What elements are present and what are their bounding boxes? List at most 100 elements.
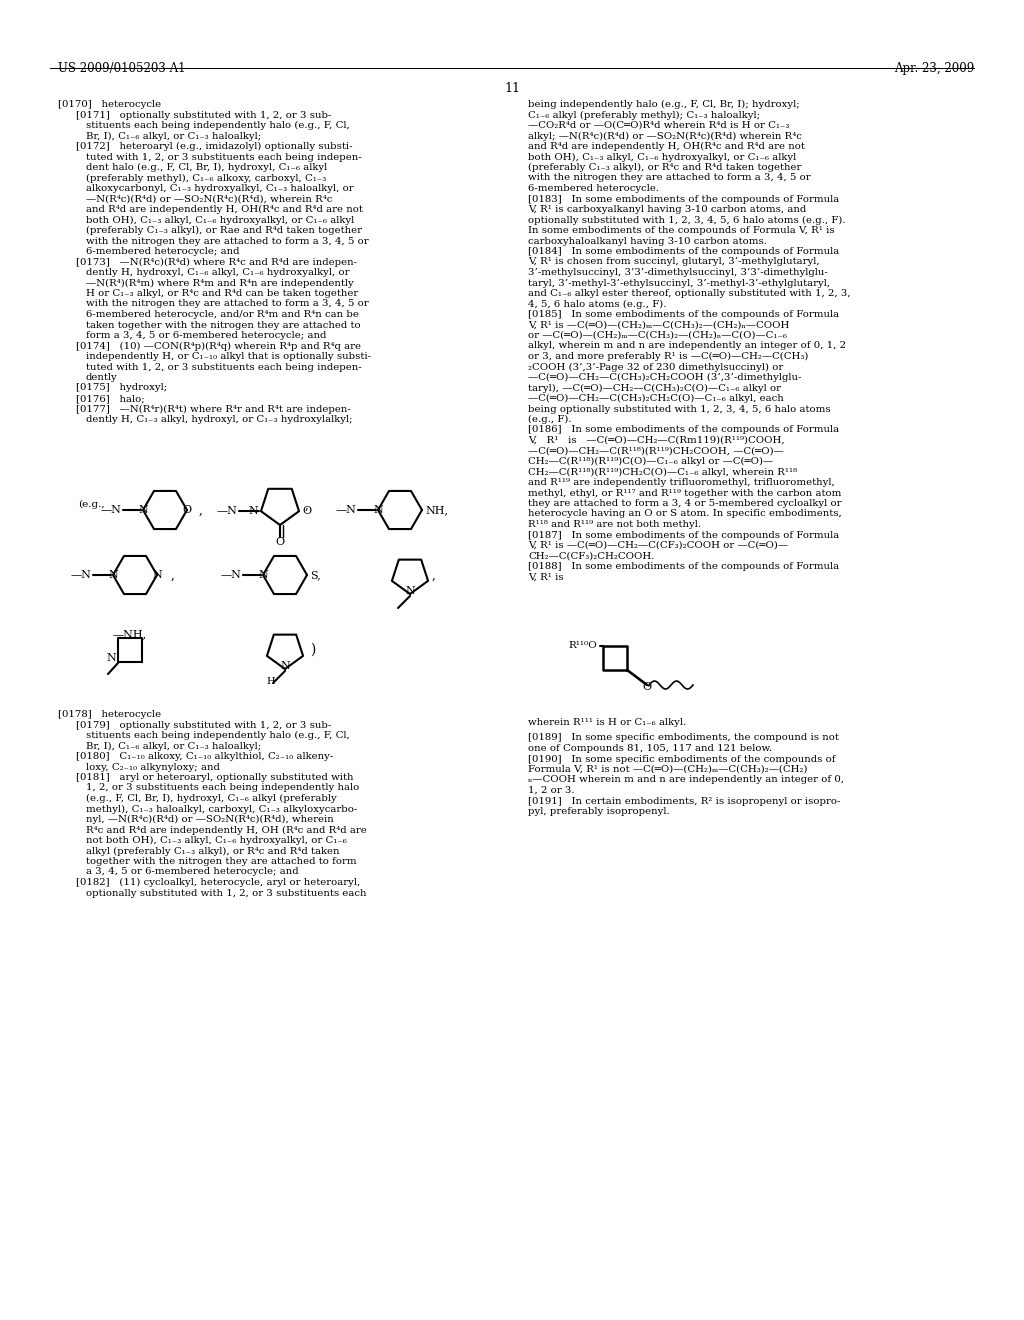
Text: N: N	[248, 506, 258, 516]
Text: O: O	[275, 537, 285, 546]
Text: —N: —N	[335, 506, 356, 515]
Text: —N(R⁴)(R⁴m) where R⁴m and R⁴n are independently: —N(R⁴)(R⁴m) where R⁴m and R⁴n are indepe…	[86, 279, 353, 288]
Text: N: N	[406, 586, 415, 597]
Text: N: N	[138, 506, 147, 515]
Text: R¹¹⁰O: R¹¹⁰O	[568, 642, 597, 651]
Text: independently H, or C₁₋₁₀ alkyl that is optionally substi-: independently H, or C₁₋₁₀ alkyl that is …	[86, 352, 371, 360]
Text: 1, 2, or 3 substituents each being independently halo: 1, 2, or 3 substituents each being indep…	[86, 784, 359, 792]
Text: both OH), C₁₋₃ alkyl, C₁₋₆ hydroxyalkyl, or C₁₋₆ alkyl: both OH), C₁₋₃ alkyl, C₁₋₆ hydroxyalkyl,…	[528, 153, 797, 161]
Text: [0190]   In some specific embodiments of the compounds of: [0190] In some specific embodiments of t…	[528, 755, 836, 763]
Text: [0188]   In some embodiments of the compounds of Formula: [0188] In some embodiments of the compou…	[528, 562, 839, 572]
Text: ,: ,	[432, 569, 436, 582]
Text: (e.g.,: (e.g.,	[78, 500, 104, 510]
Text: [0171]   optionally substituted with 1, 2, or 3 sub-: [0171] optionally substituted with 1, 2,…	[76, 111, 332, 120]
Text: taryl, 3’-methyl-3’-ethylsuccinyl, 3’-methyl-3’-ethylglutaryl,: taryl, 3’-methyl-3’-ethylsuccinyl, 3’-me…	[528, 279, 830, 288]
Text: —N: —N	[220, 570, 241, 579]
Text: [0170]   heterocycle: [0170] heterocycle	[58, 100, 161, 110]
Text: [0177]   —N(R⁴r)(R⁴t) where R⁴r and R⁴t are indepen-: [0177] —N(R⁴r)(R⁴t) where R⁴r and R⁴t ar…	[76, 404, 351, 413]
Text: they are attached to form a 3, 4 or 5-membered cycloalkyl or: they are attached to form a 3, 4 or 5-me…	[528, 499, 842, 508]
Text: tuted with 1, 2, or 3 substituents each being indepen-: tuted with 1, 2, or 3 substituents each …	[86, 153, 361, 161]
Text: (preferably methyl), C₁₋₆ alkoxy, carboxyl, C₁₋₃: (preferably methyl), C₁₋₆ alkoxy, carbox…	[86, 173, 327, 182]
Text: [0184]   In some embodiments of the compounds of Formula: [0184] In some embodiments of the compou…	[528, 247, 840, 256]
Text: dently H, C₁₋₃ alkyl, hydroxyl, or C₁₋₃ hydroxylalkyl;: dently H, C₁₋₃ alkyl, hydroxyl, or C₁₋₃ …	[86, 414, 352, 424]
Text: alkyl (preferably C₁₋₃ alkyl), or R⁴c and R⁴d taken: alkyl (preferably C₁₋₃ alkyl), or R⁴c an…	[86, 846, 340, 855]
Text: S,: S,	[310, 570, 321, 579]
Text: V, R¹ is: V, R¹ is	[528, 573, 563, 582]
Text: CH₂—C(R¹¹⁸)(R¹¹⁹)CH₂C(O)—C₁₋₆ alkyl, wherein R¹¹⁸: CH₂—C(R¹¹⁸)(R¹¹⁹)CH₂C(O)—C₁₋₆ alkyl, whe…	[528, 467, 797, 477]
Text: [0182]   (11) cycloalkyl, heterocycle, aryl or heteroaryl,: [0182] (11) cycloalkyl, heterocycle, ary…	[76, 878, 360, 887]
Text: alkyl, wherein m and n are independently an integer of 0, 1, 2: alkyl, wherein m and n are independently…	[528, 342, 846, 351]
Text: loxy, C₂₋₁₀ alkynyloxy; and: loxy, C₂₋₁₀ alkynyloxy; and	[86, 763, 220, 771]
Text: (preferably C₁₋₃ alkyl), or Rae and R⁴d taken together: (preferably C₁₋₃ alkyl), or Rae and R⁴d …	[86, 226, 362, 235]
Text: US 2009/0105203 A1: US 2009/0105203 A1	[58, 62, 185, 75]
Text: together with the nitrogen they are attached to form: together with the nitrogen they are atta…	[86, 857, 356, 866]
Text: CH₂—C(CF₃)₂CH₂COOH.: CH₂—C(CF₃)₂CH₂COOH.	[528, 552, 654, 561]
Text: NH,: NH,	[425, 506, 449, 515]
Text: —N: —N	[100, 506, 121, 515]
Text: V, R¹ is —C(═O)—(CH₂)ₘ—C(CH₃)₂—(CH₂)ₙ—COOH: V, R¹ is —C(═O)—(CH₂)ₘ—C(CH₃)₂—(CH₂)ₙ—CO…	[528, 321, 790, 330]
Text: [0176]   halo;: [0176] halo;	[76, 393, 144, 403]
Text: taryl), —C(═O)—CH₂—C(CH₃)₂C(O)—C₁₋₆ alkyl or: taryl), —C(═O)—CH₂—C(CH₃)₂C(O)—C₁₋₆ alky…	[528, 384, 781, 392]
Text: both OH), C₁₋₃ alkyl, C₁₋₆ hydroxyalkyl, or C₁₋₆ alkyl: both OH), C₁₋₃ alkyl, C₁₋₆ hydroxyalkyl,…	[86, 215, 354, 224]
Text: R⁴c and R⁴d are independently H, OH (R⁴c and R⁴d are: R⁴c and R⁴d are independently H, OH (R⁴c…	[86, 825, 367, 834]
Text: 6-membered heterocycle, and/or R⁴m and R⁴n can be: 6-membered heterocycle, and/or R⁴m and R…	[86, 310, 358, 319]
Text: ): )	[310, 643, 315, 657]
Text: CH₂—C(R¹¹⁸)(R¹¹⁹)C(O)—C₁₋₆ alkyl or —C(═O)—: CH₂—C(R¹¹⁸)(R¹¹⁹)C(O)—C₁₋₆ alkyl or —C(═…	[528, 457, 773, 466]
Text: nyl, —N(R⁴c)(R⁴d) or —SO₂N(R⁴c)(R⁴d), wherein: nyl, —N(R⁴c)(R⁴d) or —SO₂N(R⁴c)(R⁴d), wh…	[86, 814, 334, 824]
Text: ,: ,	[171, 569, 175, 582]
Text: [0174]   (10) —CON(R⁴p)(R⁴q) wherein R⁴p and R⁴q are: [0174] (10) —CON(R⁴p)(R⁴q) wherein R⁴p a…	[76, 342, 361, 351]
Text: C₁₋₆ alkyl (preferably methyl); C₁₋₃ haloalkyl;: C₁₋₆ alkyl (preferably methyl); C₁₋₃ hal…	[528, 111, 760, 120]
Text: N: N	[281, 661, 290, 671]
Text: [0189]   In some specific embodiments, the compound is not: [0189] In some specific embodiments, the…	[528, 734, 839, 742]
Text: O: O	[642, 682, 651, 692]
Text: ₂COOH (3’,3’-Page 32 of 230 dimethylsuccinyl) or: ₂COOH (3’,3’-Page 32 of 230 dimethylsucc…	[528, 363, 783, 372]
Text: dently H, hydroxyl, C₁₋₆ alkyl, C₁₋₆ hydroxyalkyl, or: dently H, hydroxyl, C₁₋₆ alkyl, C₁₋₆ hyd…	[86, 268, 349, 277]
Text: 3’-methylsuccinyl, 3’3’-dimethylsuccinyl, 3’3’-dimethylglu-: 3’-methylsuccinyl, 3’3’-dimethylsuccinyl…	[528, 268, 827, 277]
Text: —N: —N	[70, 570, 91, 579]
Text: and R⁴d are independently H, OH(R⁴c and R⁴d are not: and R⁴d are independently H, OH(R⁴c and …	[86, 205, 362, 214]
Text: with the nitrogen they are attached to form a 3, 4, 5 or: with the nitrogen they are attached to f…	[86, 300, 369, 309]
Text: or 3, and more preferably R¹ is —C(═O)—CH₂—C(CH₃): or 3, and more preferably R¹ is —C(═O)—C…	[528, 352, 808, 362]
Text: Br, I), C₁₋₆ alkyl, or C₁₋₃ haloalkyl;: Br, I), C₁₋₆ alkyl, or C₁₋₃ haloalkyl;	[86, 132, 261, 141]
Text: and C₁₋₆ alkyl ester thereof, optionally substituted with 1, 2, 3,: and C₁₋₆ alkyl ester thereof, optionally…	[528, 289, 851, 298]
Text: [0181]   aryl or heteroaryl, optionally substituted with: [0181] aryl or heteroaryl, optionally su…	[76, 774, 353, 781]
Text: alkoxycarbonyl, C₁₋₃ hydroxyalkyl, C₁₋₃ haloalkyl, or: alkoxycarbonyl, C₁₋₃ hydroxyalkyl, C₁₋₃ …	[86, 183, 353, 193]
Text: O: O	[182, 506, 191, 515]
Text: one of Compounds 81, 105, 117 and 121 below.: one of Compounds 81, 105, 117 and 121 be…	[528, 744, 772, 752]
Text: O: O	[302, 506, 311, 516]
Text: ,: ,	[199, 503, 203, 516]
Text: (preferably C₁₋₃ alkyl), or R⁴c and R⁴d taken together: (preferably C₁₋₃ alkyl), or R⁴c and R⁴d …	[528, 162, 802, 172]
Text: [0187]   In some embodiments of the compounds of Formula: [0187] In some embodiments of the compou…	[528, 531, 840, 540]
Text: N: N	[153, 570, 162, 579]
Text: heterocycle having an O or S atom. In specific embodiments,: heterocycle having an O or S atom. In sp…	[528, 510, 842, 519]
Text: H or C₁₋₃ alkyl, or R⁴c and R⁴d can be taken together: H or C₁₋₃ alkyl, or R⁴c and R⁴d can be t…	[86, 289, 358, 298]
Text: —N: —N	[216, 506, 237, 516]
Text: —C(═O)—CH₂—C(R¹¹⁸)(R¹¹⁹)CH₂COOH, —C(═O)—: —C(═O)—CH₂—C(R¹¹⁸)(R¹¹⁹)CH₂COOH, —C(═O)—	[528, 446, 783, 455]
Text: and R⁴d are independently H, OH(R⁴c and R⁴d are not: and R⁴d are independently H, OH(R⁴c and …	[528, 143, 805, 150]
Text: 11: 11	[504, 82, 520, 95]
Text: form a 3, 4, 5 or 6-membered heterocycle; and: form a 3, 4, 5 or 6-membered heterocycle…	[86, 331, 327, 341]
Text: In some embodiments of the compounds of Formula V, R¹ is: In some embodiments of the compounds of …	[528, 226, 835, 235]
Text: (e.g., F).: (e.g., F).	[528, 414, 571, 424]
Text: carboxyhaloalkanyl having 3-10 carbon atoms.: carboxyhaloalkanyl having 3-10 carbon at…	[528, 236, 767, 246]
Text: N: N	[106, 653, 116, 663]
Text: 4, 5, 6 halo atoms (e.g., F).: 4, 5, 6 halo atoms (e.g., F).	[528, 300, 667, 309]
Text: and R¹¹⁹ are independently trifluoromethyl, trifluoromethyl,: and R¹¹⁹ are independently trifluorometh…	[528, 478, 835, 487]
Text: [0173]   —N(R⁴c)(R⁴d) where R⁴c and R⁴d are indepen-: [0173] —N(R⁴c)(R⁴d) where R⁴c and R⁴d ar…	[76, 257, 357, 267]
Text: Br, I), C₁₋₆ alkyl, or C₁₋₃ haloalkyl;: Br, I), C₁₋₆ alkyl, or C₁₋₃ haloalkyl;	[86, 742, 261, 751]
Text: —CO₂R⁴d or —O(C═O)R⁴d wherein R⁴d is H or C₁₋₃: —CO₂R⁴d or —O(C═O)R⁴d wherein R⁴d is H o…	[528, 121, 790, 129]
Text: with the nitrogen they are attached to form a 3, 4, 5 or: with the nitrogen they are attached to f…	[86, 236, 369, 246]
Text: H: H	[266, 677, 275, 686]
Text: Formula V, R¹ is not —C(═O)—(CH₂)ₘ—C(CH₃)₂—(CH₂): Formula V, R¹ is not —C(═O)—(CH₂)ₘ—C(CH₃…	[528, 766, 808, 774]
Text: N: N	[373, 506, 383, 515]
Text: methyl), C₁₋₃ haloalkyl, carboxyl, C₁₋₃ alkyloxycarbo-: methyl), C₁₋₃ haloalkyl, carboxyl, C₁₋₃ …	[86, 804, 357, 813]
Text: V, R¹ is carboxyalkanyl having 3-10 carbon atoms, and: V, R¹ is carboxyalkanyl having 3-10 carb…	[528, 205, 806, 214]
Text: V, R¹ is chosen from succinyl, glutaryl, 3’-methylglutaryl,: V, R¹ is chosen from succinyl, glutaryl,…	[528, 257, 819, 267]
Text: [0179]   optionally substituted with 1, 2, or 3 sub-: [0179] optionally substituted with 1, 2,…	[76, 721, 331, 730]
Text: 1, 2 or 3.: 1, 2 or 3.	[528, 785, 574, 795]
Text: methyl, ethyl, or R¹¹⁷ and R¹¹⁹ together with the carbon atom: methyl, ethyl, or R¹¹⁷ and R¹¹⁹ together…	[528, 488, 842, 498]
Text: —N(R⁴c)(R⁴d) or —SO₂N(R⁴c)(R⁴d), wherein R⁴c: —N(R⁴c)(R⁴d) or —SO₂N(R⁴c)(R⁴d), wherein…	[86, 194, 333, 203]
Text: V,   R¹   is   —C(═O)—CH₂—C(Rm119)(R¹¹⁹)COOH,: V, R¹ is —C(═O)—CH₂—C(Rm119)(R¹¹⁹)COOH,	[528, 436, 784, 445]
Text: with the nitrogen they are attached to form a 3, 4, 5 or: with the nitrogen they are attached to f…	[528, 173, 811, 182]
Text: ,: ,	[305, 499, 309, 511]
